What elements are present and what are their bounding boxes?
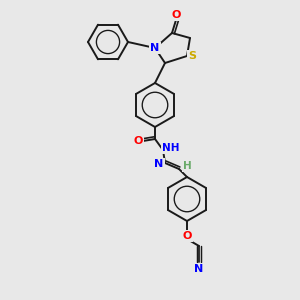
Text: H: H bbox=[183, 161, 191, 171]
Text: NH: NH bbox=[162, 143, 180, 153]
Text: N: N bbox=[150, 43, 160, 53]
Text: O: O bbox=[182, 231, 192, 241]
Text: N: N bbox=[194, 264, 204, 274]
Text: N: N bbox=[154, 159, 164, 169]
Text: O: O bbox=[171, 10, 181, 20]
Text: S: S bbox=[188, 51, 196, 61]
Text: O: O bbox=[133, 136, 143, 146]
